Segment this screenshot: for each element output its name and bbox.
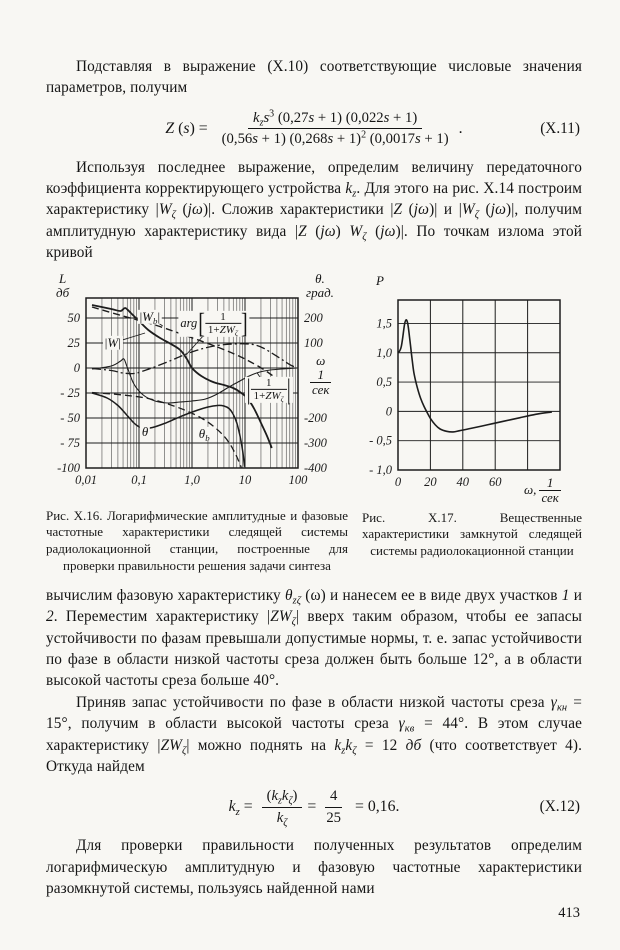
fig-x16-caption: Рис. X.16. Логарифмические амплитудные и…	[46, 507, 348, 573]
eq11-tag: (X.11)	[540, 119, 580, 137]
eq11-numerator: kzs3 (0,27s + 1) (0,022s + 1)	[248, 109, 423, 130]
series-θb	[91, 391, 242, 468]
svg-text:0: 0	[395, 475, 402, 489]
paragraph-5: Для проверки правильности полученных рез…	[46, 837, 582, 897]
svg-text:- 50: - 50	[60, 411, 81, 425]
eq12-tag: (X.12)	[539, 798, 580, 816]
eq12-lhs: kz =	[228, 798, 257, 819]
eq12-fraction-1: (kzkζ) kζ	[261, 787, 303, 829]
figures-row: 50 25 0- 25- 50- 75 -100 200 100 -200 -300 -400 0…	[46, 270, 582, 575]
eq12-f2-denominator: 25	[326, 809, 342, 826]
eq11-period: .	[458, 119, 463, 137]
svg-text:- 25: - 25	[60, 386, 80, 400]
svg-text:- 1,0: - 1,0	[369, 463, 393, 477]
svg-text:0: 0	[74, 361, 81, 375]
paragraph-4: Приняв запас устойчивости по фазе в обла…	[46, 693, 583, 775]
svg-text:25: 25	[68, 336, 81, 350]
figure-x16: 50 25 0 - 25 - 50 - 75 -100 200 100 -200 -300 -400 0…	[46, 270, 348, 575]
y-axis-title: P	[376, 272, 384, 288]
eq12-f1-denominator: kζ	[276, 809, 288, 829]
curve-label: |Wb|	[137, 308, 163, 326]
equation-x12: kz = (kzkζ) kζ = 4 25 = 0,16. (X.12)	[46, 787, 582, 827]
eq11-lhs: Z (s) =	[165, 119, 212, 137]
chart-svg: 1,51,00,50- 0,5- 1,00 20 40 60	[369, 298, 561, 489]
svg-text:50: 50	[68, 311, 81, 325]
curve-label: | 1 1+ZWζ |	[244, 373, 293, 406]
curve-label: arg[1 1+ZWζ]	[178, 307, 250, 340]
svg-text:0,01: 0,01	[75, 473, 97, 487]
svg-text:-200: -200	[304, 411, 328, 425]
svg-text:-300: -300	[304, 436, 328, 450]
svg-text:10: 10	[239, 473, 252, 487]
svg-text:100: 100	[304, 336, 324, 350]
curve-label: θ	[139, 423, 151, 439]
svg-text:0: 0	[386, 404, 393, 418]
svg-text:0,1: 0,1	[131, 473, 147, 487]
curve-label: |W|	[102, 334, 123, 350]
series-|Wb|	[91, 305, 292, 393]
svg-text:-400: -400	[304, 461, 328, 475]
fig-x17-caption: Рис. X.17. Вещественные характеристики з…	[362, 509, 582, 559]
fig-x16-chart: 50 25 0 - 25 - 50 - 75 -100 200 100 -200 -300 -400 0…	[46, 270, 348, 496]
page-number: 413	[558, 905, 580, 922]
eq12-equals: =	[307, 798, 317, 816]
series-arg[1/(1+ZWζ)]	[91, 342, 298, 374]
frequency-unit-label: ω 1 сек	[310, 352, 332, 398]
svg-text:20: 20	[424, 475, 437, 489]
svg-text:1,5: 1,5	[376, 316, 392, 330]
y-axis-right-title: θ. град.	[306, 270, 334, 301]
paragraph-2: Используя последнее выражение, определим…	[46, 158, 583, 262]
eq11-denominator: (0,56s + 1) (0,268s + 1)2 (0,0017s + 1)	[221, 129, 449, 148]
eq11-fraction: kzs3 (0,27s + 1) (0,022s + 1) (0,56s + 1…	[217, 109, 454, 149]
curve-label: θb	[196, 425, 212, 443]
series-|1/(1+ZWζ)|	[91, 357, 297, 404]
svg-text:200: 200	[304, 311, 324, 325]
frequency-unit-label: ω, 1 сек	[524, 474, 561, 505]
eq12-result: = 0,16.	[351, 798, 400, 816]
svg-text:40: 40	[457, 475, 470, 489]
svg-text:-100: -100	[57, 461, 81, 475]
book-page: Подставляя в выражение (X.10) соответств…	[46, 58, 583, 921]
equation-x11: Z (s) = kzs3 (0,27s + 1) (0,022s + 1) (0…	[46, 109, 582, 149]
svg-text:0,5: 0,5	[376, 375, 392, 389]
series-P(ω)	[397, 318, 553, 433]
svg-text:1,0: 1,0	[376, 345, 392, 359]
paragraph-1: Подставляя в выражение (X.10) соответств…	[46, 58, 582, 97]
eq12-f2-numerator: 4	[325, 787, 343, 808]
eq12-f1-numerator: (kzkζ)	[261, 787, 303, 808]
svg-text:100: 100	[289, 473, 309, 487]
svg-text:- 0,5: - 0,5	[369, 433, 392, 447]
eq12-fraction-2: 4 25	[321, 787, 346, 827]
series-θ	[91, 391, 246, 467]
paragraph-3: вычислим фазовую характеристику θzζ (ω) …	[46, 586, 583, 690]
svg-text:- 75: - 75	[60, 436, 80, 450]
chart-svg: 50 25 0 - 25 - 50 - 75 -100 200 100 -200 -300 -400 0…	[57, 296, 328, 487]
svg-text:1,0: 1,0	[184, 473, 200, 487]
svg-text:60: 60	[489, 475, 502, 489]
